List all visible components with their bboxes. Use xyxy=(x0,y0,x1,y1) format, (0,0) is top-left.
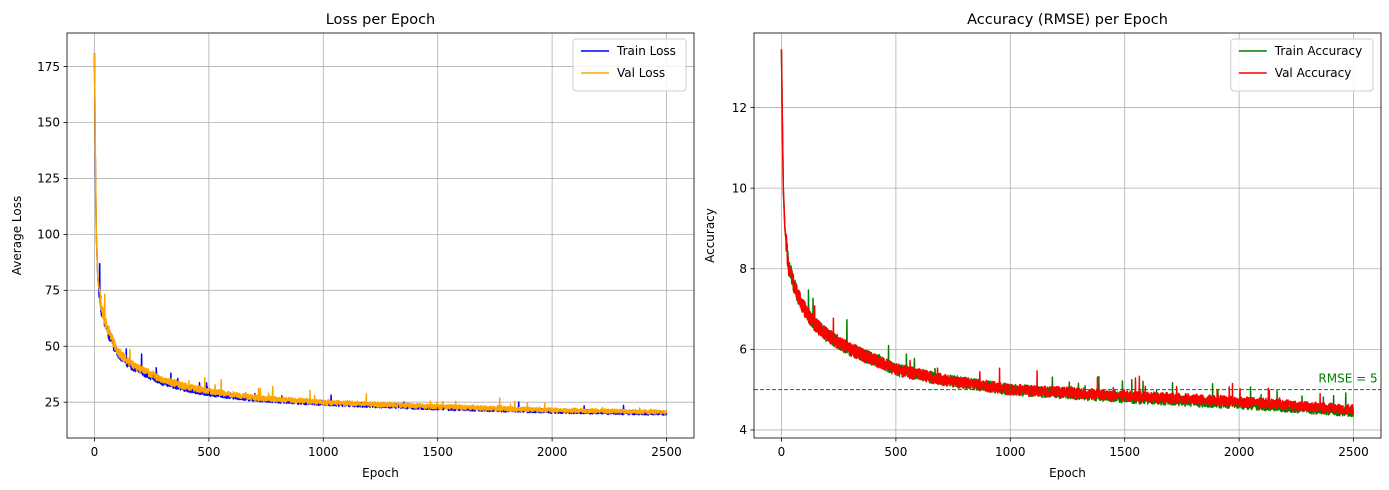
legend-label: Val Loss xyxy=(617,66,665,80)
x-tick-label: 500 xyxy=(197,445,220,459)
x-tick-label: 500 xyxy=(884,445,907,459)
chart-title: Accuracy (RMSE) per Epoch xyxy=(967,12,1168,28)
y-tick-label: 100 xyxy=(37,228,60,242)
legend-label: Train Loss xyxy=(616,44,676,58)
x-tick-label: 0 xyxy=(778,445,786,459)
y-tick-label: 4 xyxy=(739,423,747,437)
accuracy-chart-panel: Accuracy (RMSE) per Epoch Epoch Accuracy… xyxy=(703,12,1382,480)
x-axis-label: Epoch xyxy=(362,466,399,480)
x-axis-label: Epoch xyxy=(1049,466,1086,480)
y-tick-label: 75 xyxy=(45,284,60,298)
plot-frame xyxy=(753,32,1382,439)
x-tick-label: 1000 xyxy=(308,445,339,459)
y-tick-label: 175 xyxy=(37,60,60,74)
x-tick-label: 1500 xyxy=(422,445,453,459)
y-tick-label: 8 xyxy=(739,262,747,276)
grid xyxy=(754,33,1381,438)
legend-box xyxy=(572,38,687,92)
legend: Train Loss Val Loss xyxy=(572,38,687,92)
x-tick-label: 1000 xyxy=(995,445,1026,459)
y-axis-label: Accuracy xyxy=(703,208,717,263)
y-tick-label: 6 xyxy=(739,343,747,357)
x-tick-label: 2000 xyxy=(537,445,568,459)
legend-label: Train Accuracy xyxy=(1274,44,1362,58)
y-tick-label: 10 xyxy=(732,181,747,195)
y-tick-label: 25 xyxy=(45,395,60,409)
chart-title: Loss per Epoch xyxy=(326,12,436,28)
legend-box xyxy=(1230,38,1374,92)
x-tick-label: 2500 xyxy=(651,445,682,459)
y-tick-label: 12 xyxy=(732,101,747,115)
plot-frame xyxy=(66,32,695,439)
x-tick-label: 2000 xyxy=(1224,445,1255,459)
x-tick-label: 2500 xyxy=(1338,445,1369,459)
y-tick-label: 125 xyxy=(37,172,60,186)
legend-label: Val Accuracy xyxy=(1275,66,1352,80)
x-tick-label: 0 xyxy=(91,445,99,459)
y-tick-label: 150 xyxy=(37,116,60,130)
reference-line-label: RMSE = 5 xyxy=(1318,372,1377,386)
series-line xyxy=(93,53,668,415)
x-tick-label: 1500 xyxy=(1109,445,1140,459)
legend: Train Accuracy Val Accuracy xyxy=(1230,38,1374,92)
y-tick-label: 50 xyxy=(45,339,60,353)
y-axis-label: Average Loss xyxy=(10,196,24,275)
series-line xyxy=(780,49,1355,416)
loss-chart-panel: Loss per Epoch Epoch Average Loss 0 500 10… xyxy=(10,12,695,480)
